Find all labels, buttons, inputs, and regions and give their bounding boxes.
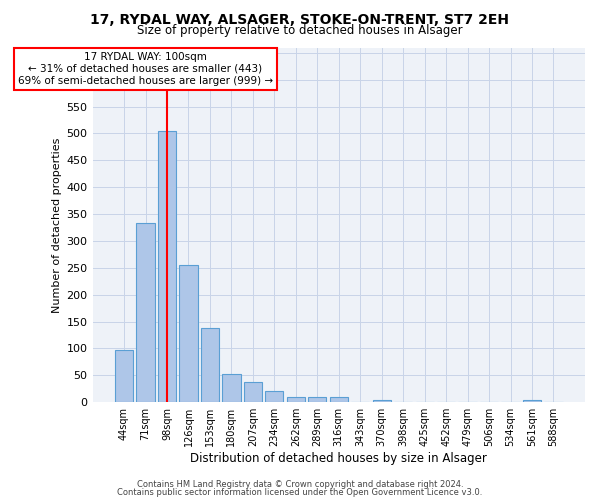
X-axis label: Distribution of detached houses by size in Alsager: Distribution of detached houses by size … [190,452,487,465]
Bar [329,397,348,402]
Bar [373,400,391,402]
Text: Contains public sector information licensed under the Open Government Licence v3: Contains public sector information licen… [118,488,482,497]
Bar [179,265,197,402]
Y-axis label: Number of detached properties: Number of detached properties [52,137,62,312]
Text: Size of property relative to detached houses in Alsager: Size of property relative to detached ho… [137,24,463,37]
Bar [158,131,176,402]
Bar [222,374,241,402]
Text: 17, RYDAL WAY, ALSAGER, STOKE-ON-TRENT, ST7 2EH: 17, RYDAL WAY, ALSAGER, STOKE-ON-TRENT, … [91,12,509,26]
Bar [136,223,155,402]
Bar [244,382,262,402]
Bar [523,400,541,402]
Bar [201,328,219,402]
Text: 17 RYDAL WAY: 100sqm
← 31% of detached houses are smaller (443)
69% of semi-deta: 17 RYDAL WAY: 100sqm ← 31% of detached h… [18,52,273,86]
Bar [115,350,133,402]
Bar [265,391,283,402]
Bar [287,397,305,402]
Text: Contains HM Land Registry data © Crown copyright and database right 2024.: Contains HM Land Registry data © Crown c… [137,480,463,489]
Bar [308,397,326,402]
